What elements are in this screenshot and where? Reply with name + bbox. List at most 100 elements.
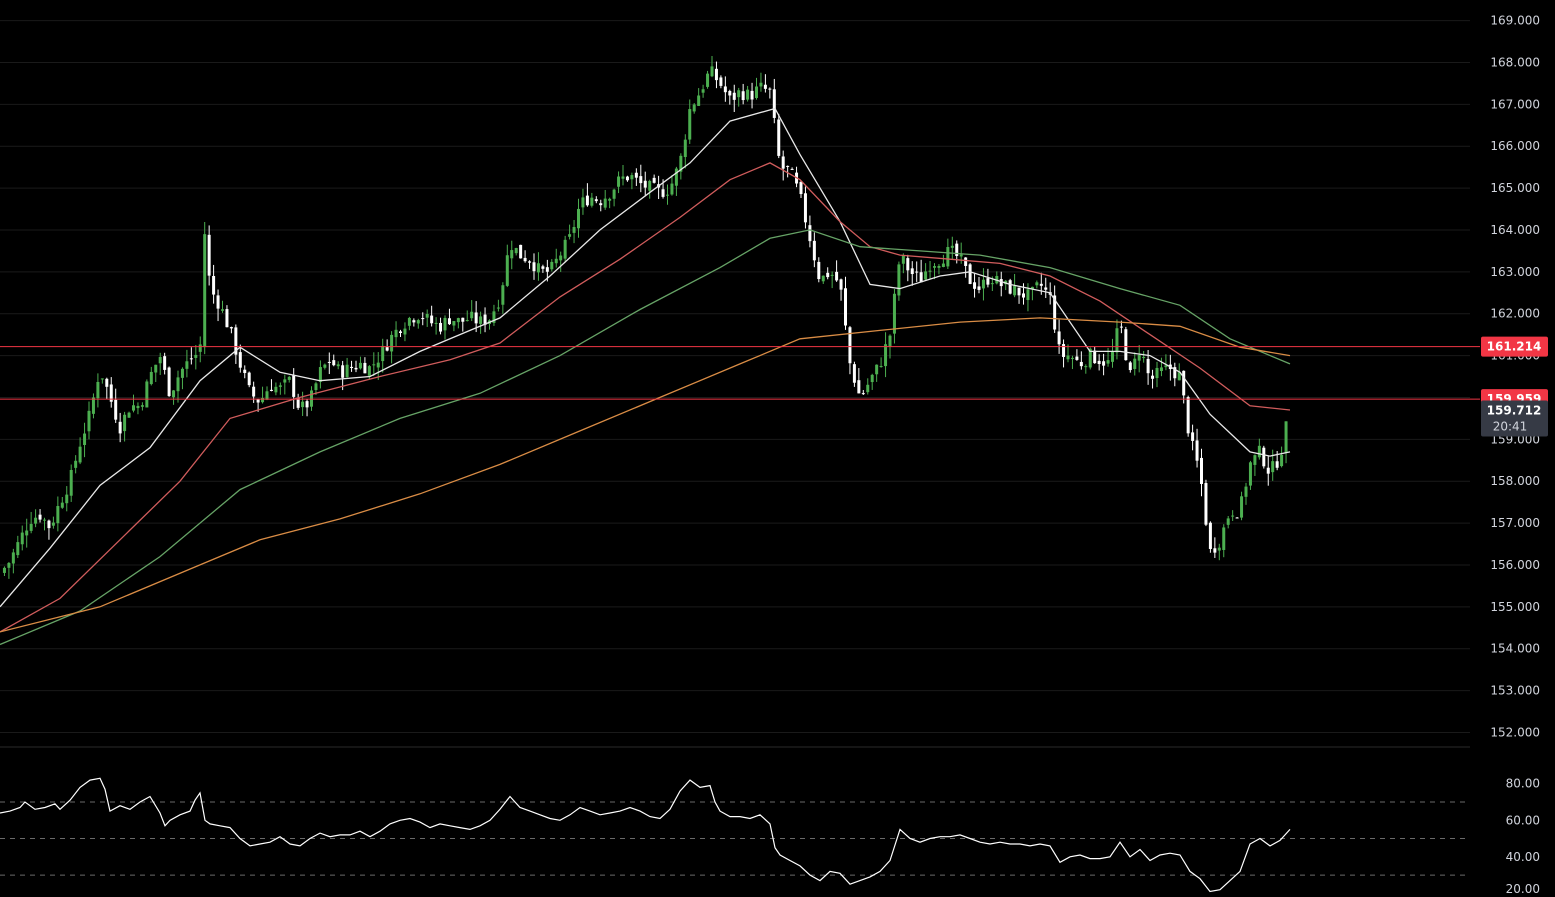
candle-body — [1164, 365, 1168, 368]
candle-body — [1106, 360, 1110, 364]
candle-body — [1204, 483, 1208, 525]
candle-body — [443, 317, 447, 331]
candle-body — [439, 322, 443, 332]
candle-body — [158, 357, 162, 364]
candle-body — [20, 532, 24, 545]
candle-body — [292, 375, 296, 397]
candle-body — [897, 264, 901, 296]
candle-body — [866, 384, 870, 393]
candle-body — [212, 276, 216, 295]
candle-body — [69, 469, 73, 496]
candle-body — [933, 266, 936, 268]
price-tick-label: 165.000 — [1490, 181, 1540, 195]
candle-body — [381, 345, 385, 362]
candle-body — [336, 364, 340, 367]
candle-body — [109, 384, 113, 402]
candle-body — [496, 307, 500, 309]
candle-body — [639, 176, 643, 184]
level-price-tag-label: 161.214 — [1487, 340, 1542, 354]
candle-body — [399, 331, 402, 333]
candle-body — [60, 502, 64, 508]
candle-body — [172, 390, 176, 398]
candle-body — [479, 316, 483, 324]
candle-body — [225, 309, 229, 328]
candle-body — [1062, 344, 1066, 357]
candle-body — [318, 367, 322, 382]
candle-body — [666, 194, 669, 196]
candle-body — [1013, 285, 1017, 296]
candle-body — [1057, 331, 1061, 345]
candle-body — [167, 367, 171, 397]
candle-body — [541, 266, 545, 269]
price-tick-label: 162.000 — [1490, 307, 1540, 321]
candle-body — [621, 176, 625, 179]
candle-body — [243, 369, 247, 374]
candle-body — [563, 239, 567, 259]
candle-body — [1035, 282, 1039, 286]
candle-body — [1111, 351, 1114, 362]
candle-body — [723, 86, 727, 93]
rsi-tick-label: 40.00 — [1506, 850, 1540, 864]
price-tick-label: 153.000 — [1490, 684, 1540, 698]
candle-body — [519, 244, 523, 259]
candle-body — [1124, 329, 1128, 361]
candle-body — [350, 366, 354, 369]
candle-body — [981, 279, 985, 289]
candle-body — [43, 519, 46, 521]
candle-body — [625, 176, 629, 181]
candle-body — [105, 378, 109, 387]
candle-body — [1213, 548, 1217, 553]
candle-body — [1053, 295, 1057, 330]
level-price-tag — [1481, 336, 1548, 357]
candle-body — [492, 311, 496, 323]
candle-body — [688, 109, 692, 140]
candle-body — [203, 234, 207, 348]
candle-body — [425, 313, 429, 318]
candle-body — [1070, 357, 1074, 359]
candle-body — [29, 523, 33, 531]
candle-body — [1280, 454, 1284, 467]
candle-body — [679, 155, 683, 172]
candle-body — [790, 168, 794, 170]
candle-body — [118, 421, 122, 434]
candle-body — [950, 245, 954, 248]
candle-body — [1177, 372, 1181, 381]
candle-body — [674, 168, 678, 186]
candle-body — [1257, 445, 1261, 458]
candle-body — [599, 203, 603, 206]
candle-body — [1222, 527, 1226, 550]
candle-body — [305, 401, 309, 408]
candle-body — [501, 285, 505, 305]
candle-body — [1182, 370, 1186, 396]
candle-body — [714, 68, 718, 81]
candle-body — [545, 267, 549, 272]
candle-body — [1262, 447, 1266, 467]
candle-body — [786, 165, 790, 167]
candle-body — [799, 181, 803, 195]
candle-body — [968, 264, 972, 284]
countdown-label: 20:41 — [1493, 419, 1528, 433]
candle-body — [719, 77, 723, 86]
rsi-axis[interactable]: 80.00 60.00 40.00 20.00 — [1506, 777, 1540, 896]
candle-body — [1097, 360, 1101, 364]
price-axis[interactable]: 169.000 168.000 167.000 166.000 165.000 164.0… — [1490, 14, 1540, 740]
last-price-tag — [1481, 400, 1548, 437]
candle-body — [763, 84, 767, 89]
candle-body — [296, 397, 300, 408]
candle-body — [176, 377, 180, 392]
candle-body — [959, 254, 963, 257]
candle-body — [937, 265, 941, 268]
candle-body — [287, 376, 291, 380]
candle-body — [87, 410, 91, 432]
moving-average-line-2 — [0, 162, 1291, 633]
candle-body — [759, 82, 763, 87]
candle-body — [114, 399, 118, 420]
candle-body — [857, 380, 861, 394]
candle-body — [238, 352, 242, 368]
candle-body — [327, 361, 331, 363]
candle-body — [372, 364, 376, 366]
candle-body — [474, 312, 478, 324]
candle-body — [363, 362, 367, 374]
candle-body — [1093, 350, 1097, 364]
